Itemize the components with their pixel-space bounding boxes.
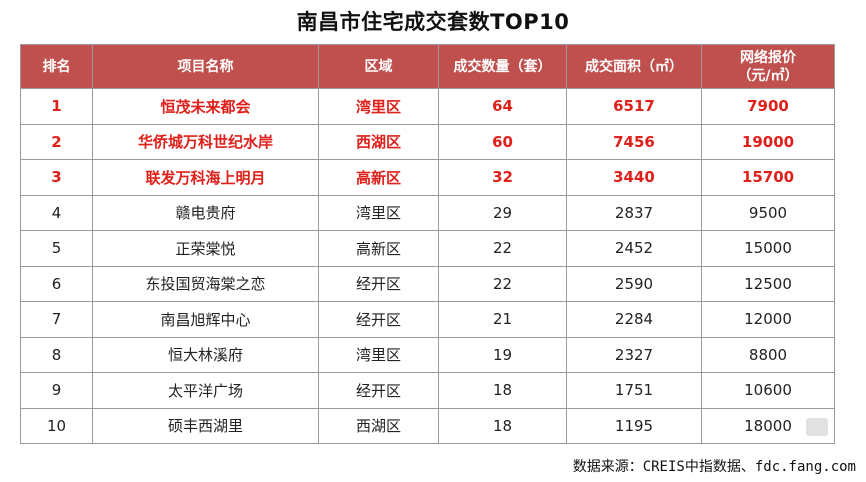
cell-rank: 9 — [20, 372, 93, 409]
table-row: 10 硕丰西湖里 西湖区 18 1195 18000 — [20, 407, 835, 444]
cell-area: 1195 — [566, 407, 702, 444]
col-header-district: 区域 — [318, 44, 439, 89]
cell-district: 西湖区 — [318, 123, 439, 160]
cell-rank: 5 — [20, 230, 93, 267]
cell-price: 9500 — [701, 194, 835, 231]
col-header-price: 网络报价 （元/㎡） — [701, 44, 835, 89]
ranking-table: 排名 项目名称 区域 成交数量（套） 成交面积（㎡） 网络报价 （元/㎡） 1 恒茂… — [20, 44, 835, 444]
cell-district: 湾里区 — [318, 336, 439, 373]
cell-area: 7456 — [566, 123, 702, 160]
cell-project-name: 华侨城万科世纪水岸 — [92, 123, 319, 160]
cell-area: 1751 — [566, 372, 702, 409]
cell-district: 经开区 — [318, 301, 439, 338]
col-header-rank: 排名 — [20, 44, 93, 89]
cell-project-name: 联发万科海上明月 — [92, 159, 319, 196]
cell-price: 19000 — [701, 123, 835, 160]
cell-rank: 1 — [20, 88, 93, 125]
cell-district: 高新区 — [318, 159, 439, 196]
cell-district: 西湖区 — [318, 407, 439, 444]
cell-price: 7900 — [701, 88, 835, 125]
cell-area: 2590 — [566, 265, 702, 302]
cell-units: 64 — [438, 88, 567, 125]
cell-units: 18 — [438, 407, 567, 444]
cell-rank: 6 — [20, 265, 93, 302]
cell-project-name: 南昌旭辉中心 — [92, 301, 319, 338]
cell-area: 2284 — [566, 301, 702, 338]
table-row: 8 恒大林溪府 湾里区 19 2327 8800 — [20, 336, 835, 373]
table-row: 9 太平洋广场 经开区 18 1751 10600 — [20, 372, 835, 409]
cell-district: 高新区 — [318, 230, 439, 267]
cell-rank: 10 — [20, 407, 93, 444]
table-row: 5 正荣棠悦 高新区 22 2452 15000 — [20, 230, 835, 267]
col-header-area: 成交面积（㎡） — [566, 44, 702, 89]
cell-area: 2452 — [566, 230, 702, 267]
cell-project-name: 赣电贵府 — [92, 194, 319, 231]
cell-units: 22 — [438, 265, 567, 302]
cell-rank: 2 — [20, 123, 93, 160]
cell-price: 15000 — [701, 230, 835, 267]
cell-area: 2327 — [566, 336, 702, 373]
cell-units: 22 — [438, 230, 567, 267]
cell-price: 10600 — [701, 372, 835, 409]
cell-district: 经开区 — [318, 372, 439, 409]
table-row: 6 东投国贸海棠之恋 经开区 22 2590 12500 — [20, 265, 835, 302]
cell-rank: 8 — [20, 336, 93, 373]
col-header-project: 项目名称 — [92, 44, 319, 89]
cell-district: 湾里区 — [318, 88, 439, 125]
cell-area: 6517 — [566, 88, 702, 125]
cell-units: 29 — [438, 194, 567, 231]
col-header-units: 成交数量（套） — [438, 44, 567, 89]
watermark-icon — [806, 418, 828, 436]
cell-units: 21 — [438, 301, 567, 338]
cell-price: 12000 — [701, 301, 835, 338]
cell-units: 18 — [438, 372, 567, 409]
cell-project-name: 正荣棠悦 — [92, 230, 319, 267]
table-header-row: 排名 项目名称 区域 成交数量（套） 成交面积（㎡） 网络报价 （元/㎡） — [20, 44, 835, 89]
cell-area: 2837 — [566, 194, 702, 231]
table-row: 7 南昌旭辉中心 经开区 21 2284 12000 — [20, 301, 835, 338]
source-note: 数据来源：CREIS中指数据、fdc.fang.com — [572, 459, 856, 475]
cell-district: 经开区 — [318, 265, 439, 302]
cell-units: 32 — [438, 159, 567, 196]
cell-project-name: 东投国贸海棠之恋 — [92, 265, 319, 302]
cell-rank: 7 — [20, 301, 93, 338]
table-row: 4 赣电贵府 湾里区 29 2837 9500 — [20, 194, 835, 231]
cell-price: 12500 — [701, 265, 835, 302]
cell-project-name: 硕丰西湖里 — [92, 407, 319, 444]
cell-price: 15700 — [701, 159, 835, 196]
cell-rank: 3 — [20, 159, 93, 196]
cell-project-name: 恒大林溪府 — [92, 336, 319, 373]
cell-units: 19 — [438, 336, 567, 373]
cell-rank: 4 — [20, 194, 93, 231]
table-row: 3 联发万科海上明月 高新区 32 3440 15700 — [20, 159, 835, 196]
page-title: 南昌市住宅成交套数TOP10 — [296, 10, 570, 34]
table-row: 2 华侨城万科世纪水岸 西湖区 60 7456 19000 — [20, 123, 835, 160]
cell-units: 60 — [438, 123, 567, 160]
cell-district: 湾里区 — [318, 194, 439, 231]
cell-project-name: 太平洋广场 — [92, 372, 319, 409]
table-row: 1 恒茂未来都会 湾里区 64 6517 7900 — [20, 88, 835, 125]
cell-project-name: 恒茂未来都会 — [92, 88, 319, 125]
cell-price: 8800 — [701, 336, 835, 373]
cell-area: 3440 — [566, 159, 702, 196]
